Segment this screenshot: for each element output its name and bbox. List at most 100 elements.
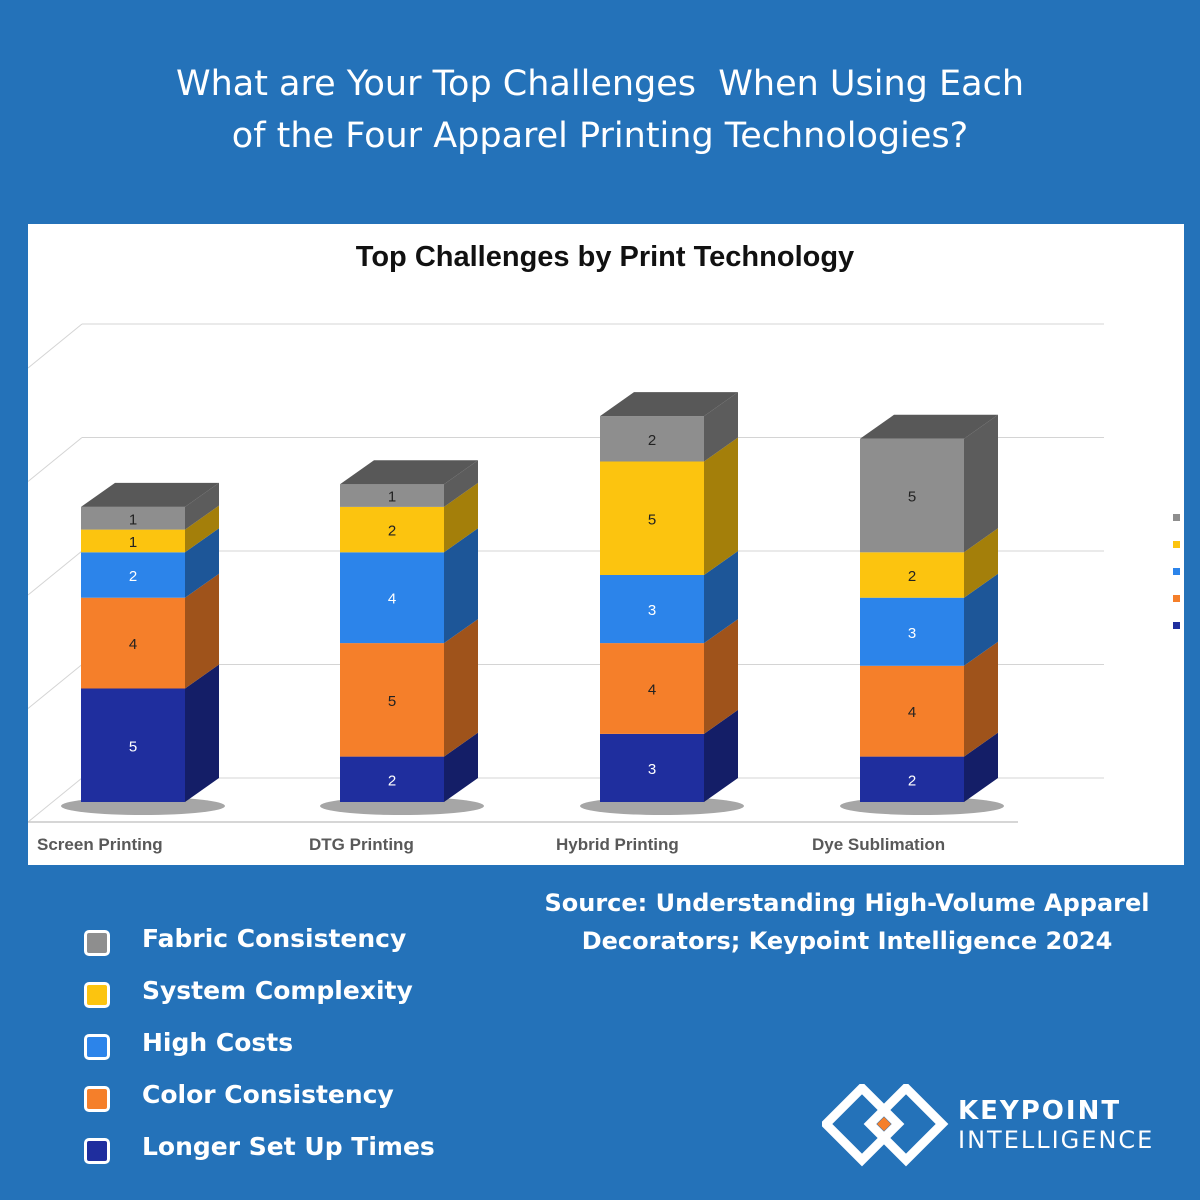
legend-item: Color Consistency <box>84 1078 504 1118</box>
bar-segment-side <box>964 414 998 553</box>
legend-item: System Complexity <box>84 974 504 1014</box>
bar-segment <box>860 756 964 802</box>
bar-segment-side <box>704 437 738 575</box>
headline-line-2: of the Four Apparel Printing Technologie… <box>231 116 969 156</box>
legend-swatch <box>84 930 110 956</box>
bar-stack: 2 4 3 2 5 <box>840 414 1004 815</box>
bar-top <box>81 482 219 507</box>
data-label: 4 <box>388 591 396 608</box>
bar-segment-side <box>704 551 738 644</box>
bar-segment-side <box>444 528 478 644</box>
bar-stack: 5 4 2 1 1 <box>61 482 225 815</box>
category-label: Dye Sublimation <box>812 835 945 854</box>
data-label: 1 <box>388 489 396 506</box>
bar-segment-side <box>964 528 998 598</box>
chart-side-legend <box>1173 514 1180 629</box>
bar-segment <box>81 597 185 689</box>
data-label: 5 <box>908 489 916 506</box>
gridline-perspective <box>28 323 83 369</box>
category-label: DTG Printing <box>309 835 414 854</box>
bar-segment-side <box>185 505 219 553</box>
data-label: 5 <box>129 738 137 755</box>
gridlines <box>28 323 1104 823</box>
gridline-perspective <box>28 777 83 823</box>
bar-segment <box>340 643 444 757</box>
bar-top <box>340 460 478 485</box>
bar-segment <box>340 756 444 802</box>
data-label: 2 <box>908 772 916 789</box>
headline: What are Your Top Challenges When Using … <box>0 58 1200 162</box>
bar-segment <box>600 733 704 802</box>
bar-segment <box>600 643 704 734</box>
legend-label: High Costs <box>142 1028 294 1057</box>
category-label: Screen Printing <box>37 835 163 854</box>
bar-segment-side <box>964 573 998 666</box>
bar-segment <box>860 552 964 598</box>
legend-item: Fabric Consistency <box>84 922 504 962</box>
bar-segment <box>81 529 185 553</box>
bar-segment-side <box>444 619 478 757</box>
legend-swatch <box>84 982 110 1008</box>
side-legend-marker <box>1173 514 1180 521</box>
bar-segment <box>600 461 704 575</box>
bar-top <box>600 392 738 417</box>
bar-segment <box>81 552 185 598</box>
legend-item: High Costs <box>84 1026 504 1066</box>
data-label: 2 <box>648 432 656 449</box>
bar-segment-side <box>185 664 219 802</box>
side-legend-marker <box>1173 622 1180 629</box>
data-label: 1 <box>129 511 137 528</box>
keypoint-diamond-logo-icon <box>822 1084 949 1167</box>
data-label: 2 <box>388 523 396 540</box>
bar-segment <box>600 416 704 462</box>
data-label: 3 <box>648 761 656 778</box>
bar-segment <box>81 506 185 530</box>
bar-segment <box>340 484 444 507</box>
legend-label: Color Consistency <box>142 1080 394 1109</box>
bar-segment <box>340 552 444 644</box>
bar-segment-side <box>444 482 478 553</box>
legend-label: Fabric Consistency <box>142 924 407 953</box>
data-label: 3 <box>648 602 656 619</box>
bar-segment <box>860 597 964 666</box>
bar-segment <box>340 506 444 553</box>
logo-name-line-2: INTELLIGENCE <box>958 1126 1155 1154</box>
data-label: 4 <box>648 682 656 699</box>
side-legend-marker <box>1173 568 1180 575</box>
category-label: Hybrid Printing <box>556 835 679 854</box>
bar-stack: 2 5 4 2 1 <box>320 460 484 815</box>
bar-stack: 3 4 3 5 2 <box>580 392 744 815</box>
source-line-2: Decorators; Keypoint Intelligence 2024 <box>581 927 1113 955</box>
bar-segment <box>600 575 704 644</box>
logo-name-line-1: KEYPOINT <box>958 1096 1122 1126</box>
bar-segment-side <box>704 392 738 462</box>
chart-title: Top Challenges by Print Technology <box>356 241 854 273</box>
bar-segment <box>81 688 185 802</box>
bar-segment-side <box>185 528 219 598</box>
bar-top <box>860 414 998 439</box>
legend-swatch <box>84 1086 110 1112</box>
bar-segment-side <box>444 732 478 802</box>
bar-segment <box>860 438 964 553</box>
source-line-1: Source: Understanding High-Volume Appare… <box>544 889 1150 917</box>
legend-swatch <box>84 1034 110 1060</box>
bar-segment-side <box>964 641 998 757</box>
gridline-perspective <box>28 664 83 709</box>
gridline-perspective <box>28 437 83 482</box>
gridline-perspective <box>28 550 83 596</box>
chart-panel: Top Challenges by Print Technology 5 4 2 1 1… <box>28 224 1184 865</box>
data-label: 4 <box>908 704 916 721</box>
data-label: 2 <box>129 568 137 585</box>
bar-segment-side <box>185 482 219 530</box>
legend-swatch <box>84 1138 110 1164</box>
stacked-bar-chart: Top Challenges by Print Technology 5 4 2 1 1… <box>28 241 1180 854</box>
side-legend-marker <box>1173 541 1180 548</box>
data-label: 2 <box>388 772 396 789</box>
keypoint-logo: KEYPOINT INTELLIGENCE <box>822 1084 1152 1170</box>
bar-segment-side <box>704 709 738 802</box>
bar-segment-side <box>704 619 738 734</box>
bar-segment <box>860 665 964 757</box>
legend-label: System Complexity <box>142 976 413 1005</box>
data-label: 4 <box>129 636 137 653</box>
data-label: 3 <box>908 625 916 642</box>
